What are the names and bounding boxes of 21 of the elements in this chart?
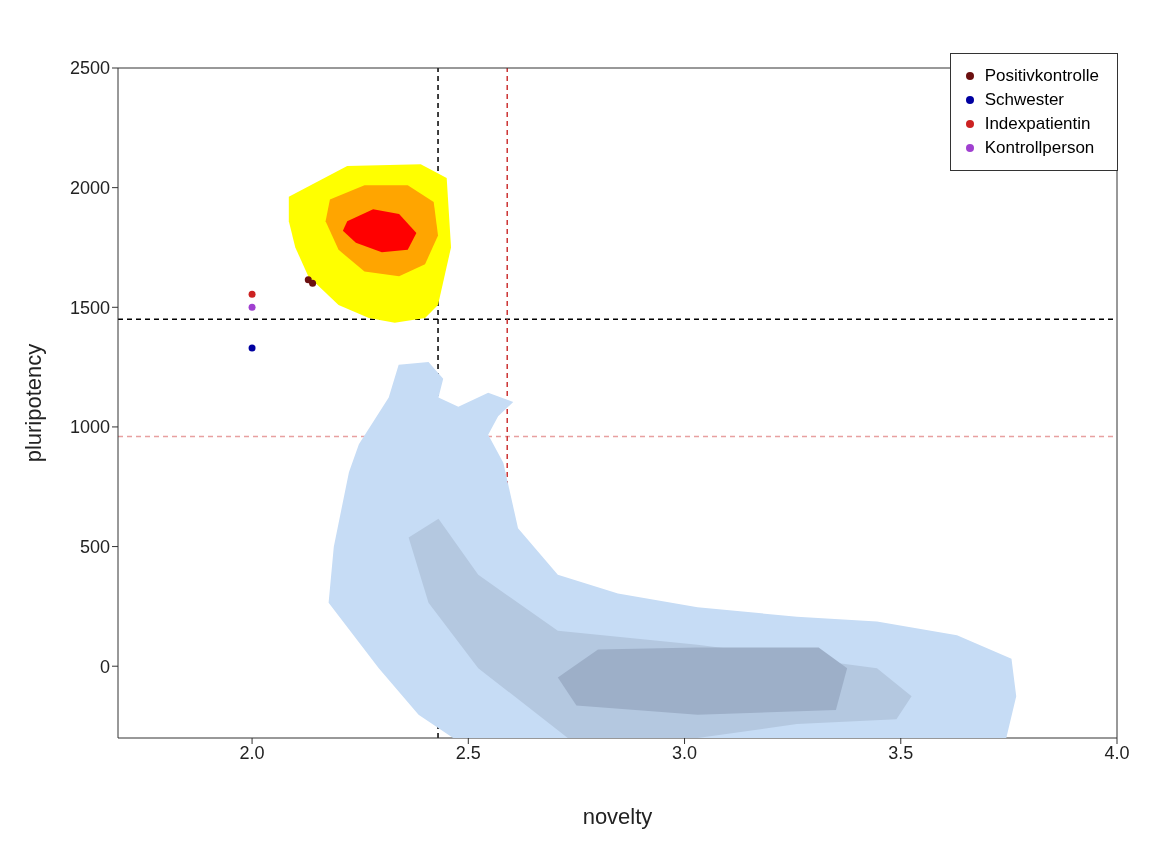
point <box>248 290 256 298</box>
y-tick-label: 1000 <box>69 417 110 438</box>
x-tick-label: 2.5 <box>455 742 481 763</box>
point <box>248 303 256 311</box>
y-tick-label: 500 <box>79 536 110 557</box>
legend-label: Kontrollperson <box>984 137 1095 159</box>
x-tick-label: 4.0 <box>1104 742 1130 763</box>
legend-label: Schwester <box>984 89 1065 111</box>
legend-label: Indexpatientin <box>984 113 1091 135</box>
y-tick-label: 0 <box>99 656 110 677</box>
y-tick-label: 1500 <box>69 297 110 318</box>
legend-label: Positivkontrolle <box>984 65 1099 87</box>
x-tick-label: 3.0 <box>672 742 698 763</box>
x-tick-label: 2.0 <box>239 742 265 763</box>
y-tick-label: 2000 <box>69 178 110 199</box>
y-tick-label: 2500 <box>69 58 110 79</box>
x-tick-label: 3.5 <box>888 742 914 763</box>
point <box>248 344 256 352</box>
point <box>309 279 317 287</box>
y-axis-title: pluripotency <box>20 343 46 463</box>
x-axis-title: novelty <box>582 803 653 829</box>
